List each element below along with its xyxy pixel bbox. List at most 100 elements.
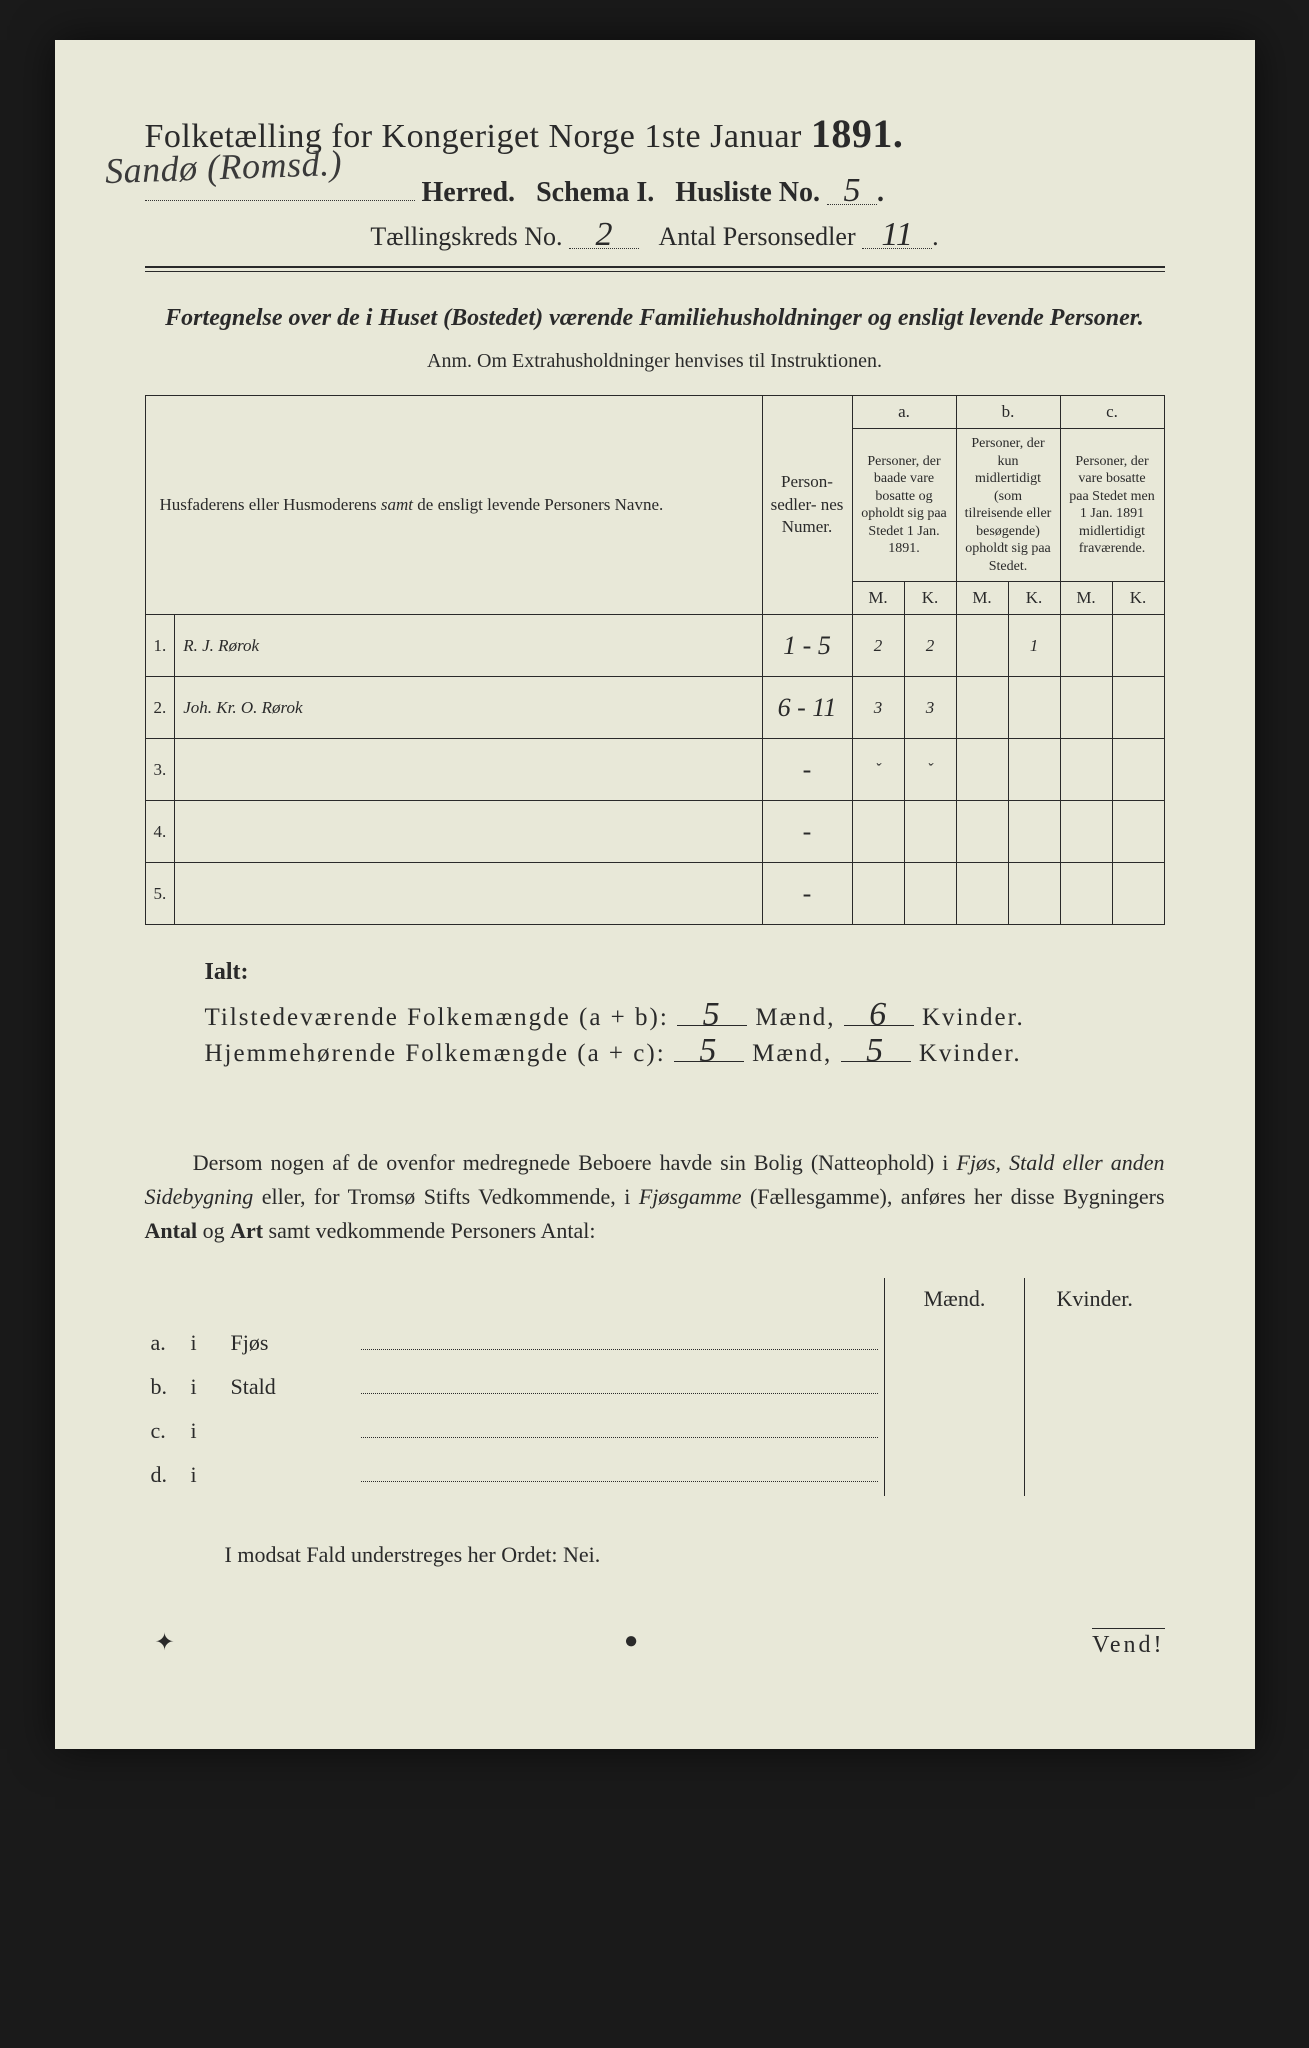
side-row: d.i <box>145 1452 1165 1496</box>
herred-handwritten: Sandø (Romsd.) <box>104 142 342 192</box>
col-names-header: Husfaderens eller Husmoderens samt de en… <box>160 495 664 514</box>
col-b-text: Personer, der kun midlertidigt (som tilr… <box>956 429 1060 582</box>
anm-note: Anm. Om Extrahusholdninger henvises til … <box>145 350 1165 373</box>
col-a-m: M. <box>852 582 904 615</box>
row-number: 1. <box>145 615 175 677</box>
fortegnelse-heading: Fortegnelse over de i Huset (Bostedet) v… <box>145 300 1165 336</box>
col-b-m: M. <box>956 582 1008 615</box>
b-m <box>956 615 1008 677</box>
c-k <box>1112 615 1164 677</box>
kvinder-1: Kvinder. <box>922 1004 1025 1031</box>
main-title: Folketælling for Kongeriget Norge 1ste J… <box>145 110 1165 157</box>
person-name: Joh. Kr. O. Rørok <box>175 677 762 739</box>
census-form-page: Folketælling for Kongeriget Norge 1ste J… <box>55 40 1255 1749</box>
b-m <box>956 677 1008 739</box>
modsat-line: I modsat Fald understreges her Ordet: Ne… <box>225 1542 1165 1568</box>
hjemme-label: Hjemmehørende Folkemængde (a + c): <box>205 1040 666 1067</box>
side-building: Fjøs <box>225 1320 355 1364</box>
c-m <box>1060 801 1112 863</box>
c-m <box>1060 739 1112 801</box>
kreds-no: 2 <box>569 221 639 249</box>
a-k: ˇ <box>904 739 956 801</box>
side-maend-val <box>885 1452 1025 1496</box>
tilstede-m: 5 <box>677 1005 747 1026</box>
side-i: i <box>185 1320 225 1364</box>
b-k <box>1008 801 1060 863</box>
side-building: Stald <box>225 1364 355 1408</box>
side-building-table: Mænd. Kvinder. a.iFjøsb.iStaldc.id.i <box>145 1278 1165 1496</box>
person-name <box>175 739 762 801</box>
a-k <box>904 801 956 863</box>
col-c-m: M. <box>1060 582 1112 615</box>
side-letter: c. <box>145 1408 185 1452</box>
summary-line-2: Hjemmehørende Folkemængde (a + c): 5 Mæn… <box>205 1040 1165 1068</box>
side-maend-val <box>885 1364 1025 1408</box>
herred-label: Herred. <box>422 177 516 208</box>
side-maend-val <box>885 1408 1025 1452</box>
b-k <box>1008 739 1060 801</box>
hjemme-m: 5 <box>674 1041 744 1062</box>
side-letter: d. <box>145 1452 185 1496</box>
b-k <box>1008 677 1060 739</box>
col-a-text: Personer, der baade vare bosatte og opho… <box>852 429 956 582</box>
side-dots <box>355 1320 885 1364</box>
a-m <box>852 801 904 863</box>
side-row: c.i <box>145 1408 1165 1452</box>
maend-2: Mænd, <box>752 1040 832 1067</box>
husliste-label: Husliste No. <box>675 177 820 208</box>
table-row: 4. - <box>145 801 1164 863</box>
kreds-label: Tællingskreds No. <box>370 222 562 251</box>
a-m: ˇ <box>852 739 904 801</box>
side-maend-val <box>885 1320 1025 1364</box>
numer: 1 - 5 <box>762 615 852 677</box>
a-m <box>852 863 904 925</box>
side-dots <box>355 1452 885 1496</box>
row-number: 2. <box>145 677 175 739</box>
vend-label: Vend! <box>1092 1628 1164 1659</box>
side-dots <box>355 1408 885 1452</box>
col-c-label: c. <box>1060 396 1164 429</box>
side-letter: a. <box>145 1320 185 1364</box>
side-dots <box>355 1364 885 1408</box>
side-letter: b. <box>145 1364 185 1408</box>
col-c-k: K. <box>1112 582 1164 615</box>
numer: - <box>762 739 852 801</box>
b-m <box>956 739 1008 801</box>
subheader-line-2: Tællingskreds No. 2 Antal Personsedler 1… <box>145 221 1165 252</box>
numer: - <box>762 801 852 863</box>
row-number: 4. <box>145 801 175 863</box>
b-m <box>956 801 1008 863</box>
col-a-label: a. <box>852 396 956 429</box>
b-k: 1 <box>1008 615 1060 677</box>
side-kvinder-header: Kvinder. <box>1025 1278 1165 1320</box>
side-building <box>225 1408 355 1452</box>
household-table: Husfaderens eller Husmoderens samt de en… <box>145 395 1165 925</box>
ialt-label: Ialt: <box>205 959 1165 986</box>
side-i: i <box>185 1408 225 1452</box>
table-row: 2.Joh. Kr. O. Rørok6 - 1133 <box>145 677 1164 739</box>
numer: - <box>762 863 852 925</box>
a-k: 3 <box>904 677 956 739</box>
a-m: 3 <box>852 677 904 739</box>
husliste-no: 5 <box>827 177 877 205</box>
side-kvinder-val <box>1025 1364 1165 1408</box>
hjemme-k: 5 <box>841 1041 911 1062</box>
col-b-label: b. <box>956 396 1060 429</box>
col-b-k: K. <box>1008 582 1060 615</box>
side-row: b.iStald <box>145 1364 1165 1408</box>
maend-1: Mænd, <box>755 1004 835 1031</box>
side-i: i <box>185 1364 225 1408</box>
c-k <box>1112 863 1164 925</box>
a-k <box>904 863 956 925</box>
b-m <box>956 863 1008 925</box>
side-kvinder-val <box>1025 1320 1165 1364</box>
title-year: 1891. <box>811 111 904 156</box>
row-number: 5. <box>145 863 175 925</box>
side-i: i <box>185 1452 225 1496</box>
table-row: 5. - <box>145 863 1164 925</box>
schema-label: Schema I. <box>536 177 654 208</box>
a-k: 2 <box>904 615 956 677</box>
side-building <box>225 1452 355 1496</box>
c-k <box>1112 801 1164 863</box>
summary-line-1: Tilstedeværende Folkemængde (a + b): 5 M… <box>205 1004 1165 1032</box>
